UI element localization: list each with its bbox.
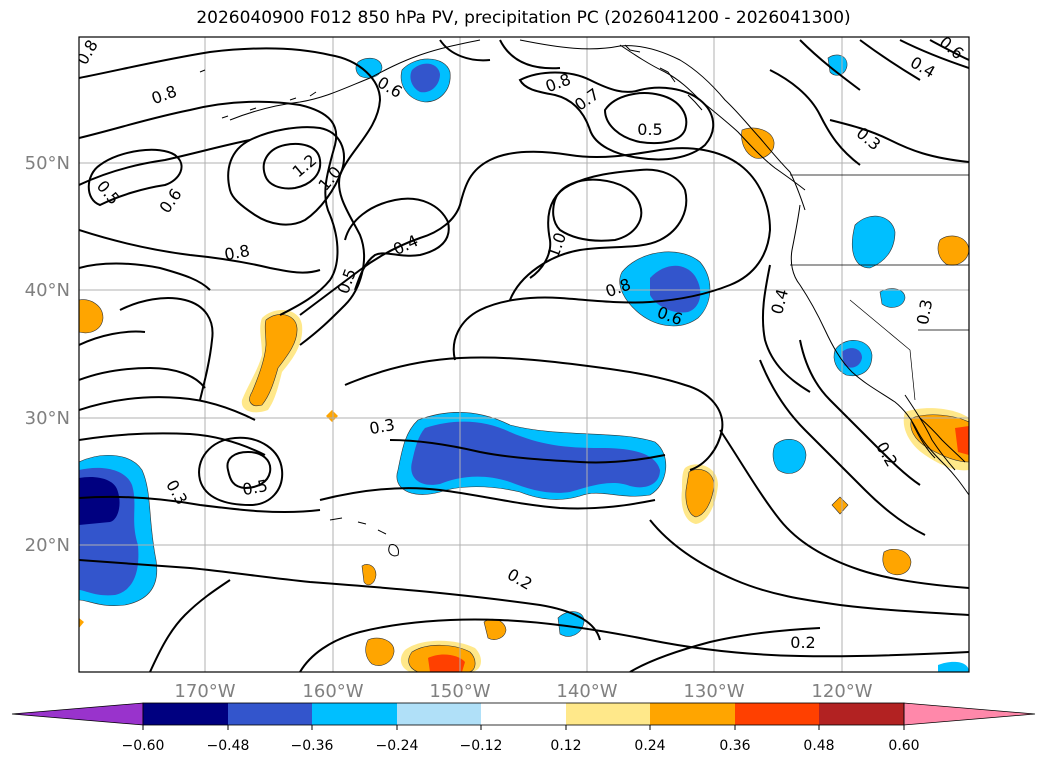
coastlines	[199, 39, 969, 557]
sea-of-cortez	[919, 417, 966, 463]
map-panel: 0.8 0.8 0.5 0.6 0.8 1.2 1.0 0.4 0.5 0.3 …	[79, 37, 969, 672]
colorbar-tick-label: 0.12	[550, 738, 581, 754]
colorbar-tick-label: 0.48	[803, 738, 834, 754]
colorbar-bin	[735, 703, 819, 725]
precipitation-shading	[79, 54, 969, 672]
precip-region	[831, 496, 849, 515]
precip-region	[842, 348, 862, 368]
contour-label: 0.3	[913, 298, 936, 326]
colorbar-extend-left	[11, 702, 144, 726]
lon-label: 130°W	[683, 681, 744, 702]
contour-label: 0.8	[223, 241, 251, 264]
precip-region	[79, 476, 120, 525]
precip-region	[365, 637, 395, 666]
precip-region	[361, 564, 377, 586]
precip-region	[882, 549, 912, 575]
island-detail	[624, 44, 703, 111]
precip-region	[249, 314, 298, 407]
colorbar-bin	[312, 703, 397, 725]
baja-coast	[904, 394, 956, 471]
state-border	[790, 174, 969, 401]
lat-label: 20°N	[25, 535, 70, 556]
lat-label: 40°N	[25, 280, 70, 301]
map-frame	[78, 36, 970, 673]
colorbar-tick-label: −0.24	[376, 738, 419, 754]
colorbar-bin	[397, 703, 481, 725]
graticule	[79, 37, 969, 672]
colorbar-tick-label: 0.60	[888, 738, 919, 754]
lon-label: 150°W	[429, 681, 490, 702]
colorbar-tick-label: 0.36	[719, 738, 750, 754]
lon-label: 140°W	[556, 681, 617, 702]
latitude-labels: 50°N 40°N 30°N 20°N	[25, 153, 70, 556]
precip-region	[938, 661, 969, 672]
pv-contours	[79, 39, 969, 672]
precip-region	[685, 469, 715, 518]
colorbar-tick-label: −0.12	[460, 738, 503, 754]
precip-region	[879, 288, 906, 308]
precip-region	[955, 426, 969, 455]
precip-region	[79, 299, 104, 334]
colorbar: −0.60 −0.48 −0.36 −0.24 −0.12 0.12 0.24 …	[11, 702, 1036, 754]
colorbar-bin	[819, 703, 904, 725]
precip-region	[326, 410, 338, 422]
colorbar-tick-label: 0.24	[634, 738, 665, 754]
lon-label: 160°W	[302, 681, 363, 702]
colorbar-bin	[650, 703, 735, 725]
precip-region	[79, 618, 84, 628]
map-title: 2026040900 F012 850 hPa PV, precipitatio…	[196, 8, 851, 28]
precip-region	[410, 63, 440, 93]
canada-coast	[619, 44, 806, 191]
contour-label: 0.2	[790, 633, 815, 652]
colorbar-tick-label: −0.60	[122, 738, 165, 754]
lon-label: 170°W	[174, 681, 235, 702]
lat-label: 50°N	[25, 153, 70, 174]
colorbar-tick-label: −0.36	[291, 738, 334, 754]
contour-label: 0.5	[637, 120, 662, 139]
precip-region	[355, 57, 383, 79]
precip-region	[772, 438, 807, 474]
colorbar-bin	[228, 703, 312, 725]
colorbar-bin	[143, 703, 228, 725]
us-west-coast	[790, 204, 969, 496]
longitude-labels: 170°W 160°W 150°W 140°W 130°W 120°W	[174, 681, 872, 702]
contour-label: 0.3	[368, 415, 396, 438]
lon-label: 120°W	[811, 681, 872, 702]
precip-region	[851, 215, 896, 269]
precip-region	[937, 235, 969, 266]
colorbar-extend-right	[903, 702, 1036, 726]
contour-label: 0.5	[241, 476, 269, 499]
colorbar-bin	[481, 703, 566, 725]
precip-region	[428, 654, 465, 672]
colorbar-bin	[566, 703, 650, 725]
alaska-coast	[229, 39, 806, 211]
colorbar-tick-label: −0.48	[207, 738, 250, 754]
precip-region	[741, 127, 775, 159]
precip-region	[411, 421, 660, 493]
lat-label: 30°N	[25, 408, 70, 429]
aleutian-islands	[199, 69, 317, 119]
hawaii-islands	[329, 517, 399, 557]
